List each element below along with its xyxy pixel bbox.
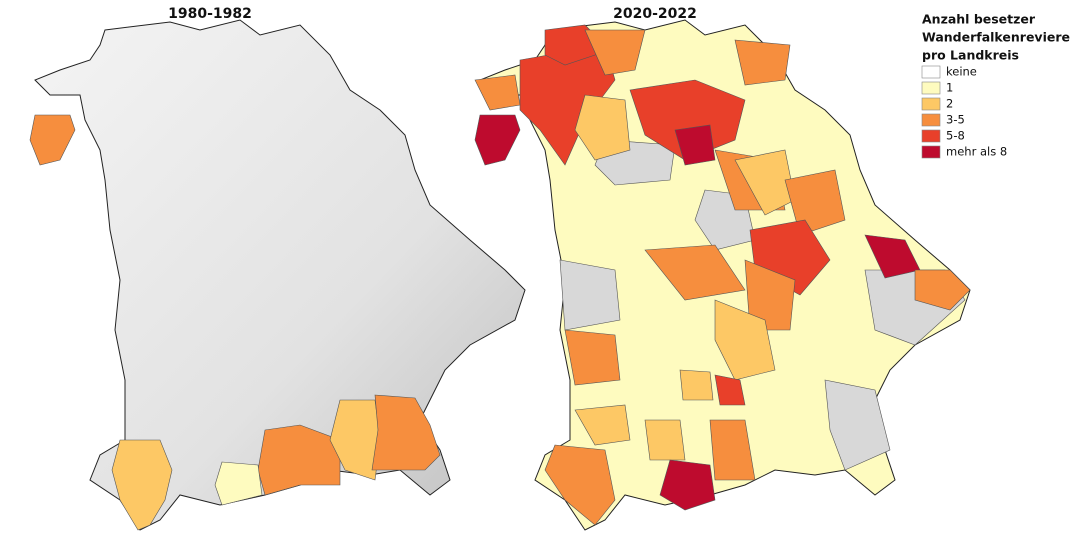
legend-label: keine: [946, 65, 977, 79]
legend-label: 2: [946, 97, 953, 111]
district: [644, 244, 746, 301]
legend: Anzahl besetzer Wanderfalkenreviere pro La…: [921, 12, 1070, 159]
district: [574, 404, 631, 446]
district: [111, 439, 173, 531]
district: [574, 94, 631, 161]
legend-swatch: [921, 145, 941, 159]
legend-swatch: [921, 65, 941, 79]
district: [679, 369, 714, 401]
district: [784, 169, 846, 236]
district: [734, 39, 791, 86]
legend-title: Wanderfalkenreviere: [922, 30, 1070, 45]
district: [674, 124, 716, 166]
district: [564, 329, 621, 386]
legend-title: pro Landkreis: [922, 48, 1019, 63]
district: [629, 79, 746, 161]
district: [559, 259, 621, 331]
district: [29, 114, 76, 166]
map-2020: 2020-2022: [474, 6, 971, 531]
district: [371, 394, 441, 471]
legend-swatch: [921, 113, 941, 127]
district: [914, 269, 971, 311]
district: [214, 461, 263, 506]
district: [474, 114, 521, 166]
district: [709, 419, 756, 481]
district: [714, 299, 776, 381]
legend-title: Anzahl besetzer: [922, 12, 1036, 27]
district: [257, 424, 341, 496]
district: [544, 444, 616, 526]
legend-label: 3-5: [946, 113, 965, 127]
district: [714, 374, 746, 406]
map-title: 2020-2022: [613, 6, 697, 22]
district: [824, 379, 891, 471]
map-title: 1980-1982: [168, 6, 252, 22]
district: [329, 399, 381, 481]
district: [584, 29, 646, 76]
legend-label: 1: [946, 81, 953, 95]
map-1980: 1980-1982: [29, 6, 526, 531]
legend-label: mehr als 8: [946, 145, 1007, 159]
legend-swatch: [921, 97, 941, 111]
district: [659, 459, 716, 511]
legend-swatch: [921, 129, 941, 143]
legend-swatch: [921, 81, 941, 95]
legend-label: 5-8: [946, 129, 965, 143]
district: [744, 259, 796, 331]
district: [644, 419, 686, 461]
district: [474, 74, 521, 111]
